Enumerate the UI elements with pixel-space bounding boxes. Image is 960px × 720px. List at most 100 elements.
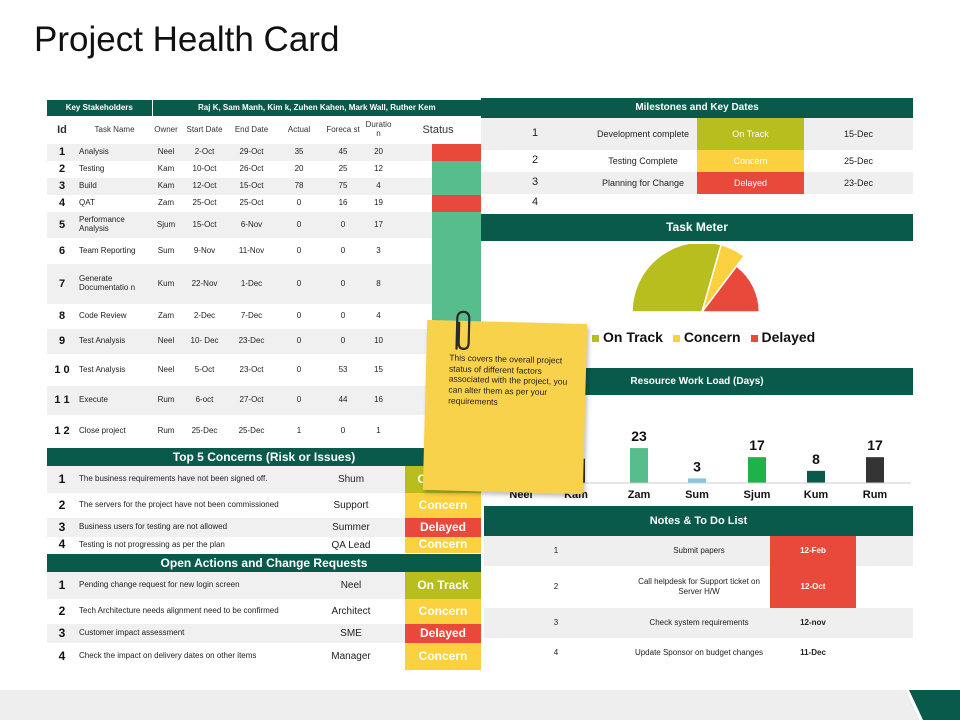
task-actual: 0 <box>274 212 325 238</box>
task-start: 15-Oct <box>180 212 230 238</box>
task-forecast: 45 <box>324 144 363 161</box>
stakeholders-list: Raj K, Sam Manh, Kim k, Zuhen Kahen, Mar… <box>152 100 482 116</box>
task-start: 22-Nov <box>180 264 230 304</box>
meter-slice-delayed <box>700 265 761 313</box>
actions-number: 3 <box>47 624 77 643</box>
task-owner: Neel <box>152 144 181 161</box>
workload-bar <box>807 470 825 483</box>
task-id: 4 <box>58 197 66 210</box>
footer-bar <box>0 690 960 720</box>
note-spacer <box>856 608 913 638</box>
milestones-panel: Milestones and Key Dates 1 Development co… <box>481 98 913 212</box>
workload-category-label: Rum <box>863 489 888 501</box>
task-end: 6-Nov <box>229 212 275 238</box>
milestone-status-badge <box>697 194 804 212</box>
milestone-date <box>804 194 913 212</box>
legend-concern: Concern <box>672 329 741 345</box>
task-name: QAT <box>79 198 95 208</box>
task-id: 6 <box>58 244 66 257</box>
milestone-number: 3 <box>481 172 589 194</box>
concerns-description: The servers for the project have not bee… <box>79 500 279 510</box>
actions-row: 4 Check the impact on delivery dates on o… <box>47 643 481 670</box>
concerns-row: 4 Testing is not progressing as per the p… <box>47 537 481 553</box>
milestone-number: 1 <box>481 118 589 150</box>
task-status-cell <box>395 238 482 264</box>
task-row: 5 Performance Analysis Sjum 15-Oct 6-Nov 0 0 17 <box>47 212 482 238</box>
task-actual: 35 <box>274 144 325 161</box>
task-duration: 4 <box>376 311 381 321</box>
workload-bar <box>866 457 884 483</box>
task-name: Performance Analysis <box>77 212 153 238</box>
task-duration: 16 <box>362 386 396 415</box>
task-status-cell <box>395 144 482 161</box>
note-row: 2 Call helpdesk for Support ticket on Ser… <box>484 566 913 608</box>
note-due-date: 12-nov <box>770 608 856 638</box>
actions-description: Pending change request for new login scr… <box>77 572 297 599</box>
task-start: 2-Dec <box>193 311 216 321</box>
task-start: 5-Oct <box>194 364 215 374</box>
milestone-date: 15-Dec <box>804 118 913 150</box>
task-owner: Kam <box>157 164 175 174</box>
note-spacer <box>856 566 913 608</box>
col-header-forecast: Foreca st <box>326 124 360 134</box>
corner-accent <box>905 690 960 720</box>
task-name: Team Reporting <box>79 245 136 255</box>
task-status-swatch <box>432 161 482 178</box>
task-row: 9 Test Analysis Neel 10- Dec 23-Dec 0 0 10 <box>47 329 482 354</box>
milestone-row: 2 Testing Complete Concern 25-Dec <box>481 150 913 172</box>
task-owner: Rum <box>157 425 175 435</box>
note-task: Update Sponsor on budget changes <box>628 638 770 668</box>
milestone-row: 4 <box>481 194 913 212</box>
task-duration: 20 <box>362 144 396 161</box>
task-status-swatch <box>432 212 482 238</box>
actions-description: Customer impact assessment <box>77 624 297 643</box>
task-end: 7-Dec <box>240 311 263 321</box>
concerns-status-badge: Concern <box>405 493 481 518</box>
note-task: Call helpdesk for Support ticket on Serv… <box>628 566 770 608</box>
actions-table: 1 Pending change request for new login sc… <box>47 572 481 670</box>
workload-bar <box>630 448 648 483</box>
milestone-status-badge: Delayed <box>697 172 804 194</box>
task-meter-chart <box>631 244 761 313</box>
note-task: Submit papers <box>628 536 770 566</box>
task-end: 23-Dec <box>229 329 275 354</box>
task-duration: 8 <box>362 264 396 304</box>
paperclip-icon <box>455 310 471 350</box>
milestone-date: 23-Dec <box>804 172 913 194</box>
task-status-cell <box>395 161 482 178</box>
workload-value-label: 8 <box>812 451 820 467</box>
task-status-swatch <box>432 144 482 161</box>
task-forecast: 0 <box>340 425 346 435</box>
task-end: 15-Oct <box>229 178 275 195</box>
task-owner: Zam <box>158 311 175 321</box>
task-owner: Zam <box>158 198 175 208</box>
concerns-row: 3 Business users for testing are not allo… <box>47 518 481 537</box>
actions-number: 2 <box>58 603 66 618</box>
task-status-cell <box>395 178 482 195</box>
task-row: 1 0 Test Analysis Neel 5-Oct 23-Oct 0 53 15 <box>47 354 482 386</box>
task-forecast: 0 <box>340 311 346 321</box>
note-number: 3 <box>484 608 628 638</box>
task-end: 26-Oct <box>239 164 264 174</box>
task-duration: 15 <box>374 364 383 374</box>
task-end: 29-Oct <box>229 144 275 161</box>
task-row: 1 Analysis Neel 2-Oct 29-Oct 35 45 20 <box>47 144 482 161</box>
task-start: 2-Oct <box>180 144 230 161</box>
note-task: Check system requirements <box>628 608 770 638</box>
task-status-swatch <box>432 264 482 304</box>
milestone-status-badge: On Track <box>697 118 804 150</box>
milestone-name: Development complete <box>589 118 697 150</box>
task-row: 4 QAT Zam 25-Oct 25-Oct 0 16 19 <box>47 195 482 212</box>
workload-category-label: Sjum <box>744 489 771 501</box>
concerns-row: 2 The servers for the project have not be… <box>47 493 481 518</box>
task-status-swatch <box>432 195 482 212</box>
task-duration: 3 <box>376 245 381 255</box>
task-row: 1 1 Execute Rum 6-oct 27-Oct 0 44 16 <box>47 386 482 415</box>
actions-status-badge: Delayed <box>405 624 481 643</box>
concerns-number: 1 <box>47 466 77 493</box>
actions-status-badge: Concern <box>405 599 481 624</box>
task-owner: Kam <box>152 178 181 195</box>
note-spacer <box>856 638 913 668</box>
actions-row: 2 Tech Architecture needs alignment need … <box>47 599 481 624</box>
milestone-row: 1 Development complete On Track 15-Dec <box>481 118 913 150</box>
